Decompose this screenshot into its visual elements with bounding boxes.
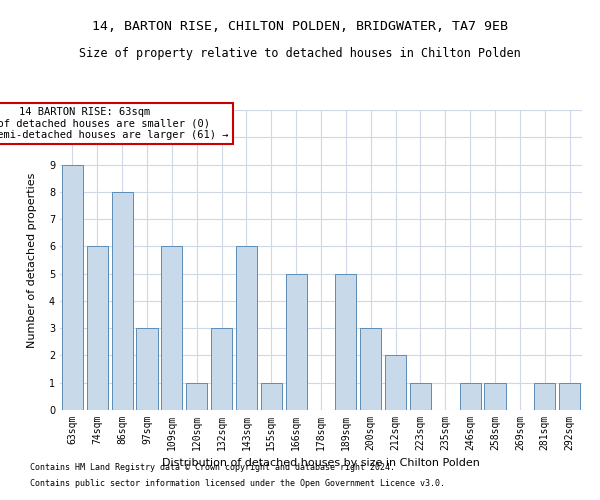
Bar bbox=[161, 246, 182, 410]
Bar bbox=[484, 382, 506, 410]
Bar bbox=[410, 382, 431, 410]
Bar bbox=[534, 382, 555, 410]
Bar bbox=[211, 328, 232, 410]
Text: Size of property relative to detached houses in Chilton Polden: Size of property relative to detached ho… bbox=[79, 48, 521, 60]
Bar bbox=[136, 328, 158, 410]
Y-axis label: Number of detached properties: Number of detached properties bbox=[28, 172, 37, 348]
Bar bbox=[286, 274, 307, 410]
Bar bbox=[385, 356, 406, 410]
X-axis label: Distribution of detached houses by size in Chilton Polden: Distribution of detached houses by size … bbox=[162, 458, 480, 468]
Text: Contains HM Land Registry data © Crown copyright and database right 2024.: Contains HM Land Registry data © Crown c… bbox=[30, 464, 395, 472]
Bar bbox=[62, 164, 83, 410]
Text: Contains public sector information licensed under the Open Government Licence v3: Contains public sector information licen… bbox=[30, 478, 445, 488]
Bar bbox=[87, 246, 108, 410]
Bar bbox=[112, 192, 133, 410]
Text: 14 BARTON RISE: 63sqm
← <1% of detached houses are smaller (0)
>99% of semi-deta: 14 BARTON RISE: 63sqm ← <1% of detached … bbox=[0, 107, 229, 140]
Bar bbox=[335, 274, 356, 410]
Text: 14, BARTON RISE, CHILTON POLDEN, BRIDGWATER, TA7 9EB: 14, BARTON RISE, CHILTON POLDEN, BRIDGWA… bbox=[92, 20, 508, 33]
Bar bbox=[186, 382, 207, 410]
Bar bbox=[360, 328, 381, 410]
Bar bbox=[236, 246, 257, 410]
Bar bbox=[261, 382, 282, 410]
Bar bbox=[460, 382, 481, 410]
Bar bbox=[559, 382, 580, 410]
